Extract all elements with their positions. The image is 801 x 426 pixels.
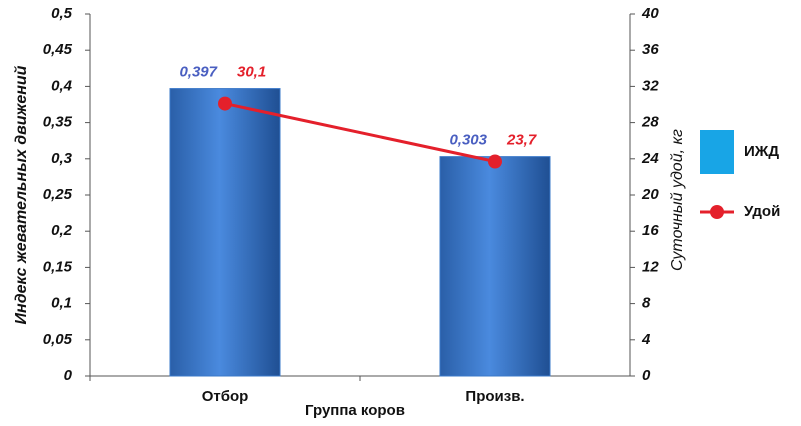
y2-tick-label: 32 (642, 77, 659, 94)
x-tick-label: Отбор (202, 388, 249, 405)
y-tick-label: 0,45 (43, 41, 73, 58)
y2-tick-label: 24 (641, 150, 659, 167)
y2-tick-label: 8 (642, 295, 651, 312)
line-marker (488, 154, 502, 169)
line-marker (218, 96, 232, 111)
bar (169, 88, 281, 377)
y2-tick-label: 28 (641, 114, 659, 131)
legend-swatch (710, 205, 724, 219)
y-axis-title: Индекс жевательных движений (13, 65, 30, 324)
legend-label: ИЖД (744, 143, 779, 160)
y-tick-label: 0,05 (43, 331, 73, 348)
bar-value-label: 0,303 (449, 132, 487, 149)
y-tick-label: 0,4 (51, 77, 73, 94)
line (224, 102, 496, 163)
bar-value-label: 0,397 (179, 64, 217, 81)
y2-tick-label: 4 (641, 331, 651, 348)
y-tick-label: 0,35 (43, 114, 73, 131)
y2-axis-title: Суточный удой, кг (669, 129, 686, 271)
y2-tick-label: 0 (642, 367, 651, 384)
y2-tick-label: 20 (641, 186, 659, 203)
y2-tick-label: 36 (642, 41, 659, 58)
y-tick-label: 0,3 (51, 150, 73, 167)
y2-tick-label: 16 (642, 222, 659, 239)
legend-swatch (700, 130, 734, 174)
legend-label: Удой (744, 203, 780, 220)
y2-tick-label: 40 (641, 5, 659, 22)
line-value-label: 30,1 (237, 64, 266, 81)
y-tick-label: 0,15 (43, 258, 73, 275)
y-tick-label: 0,5 (51, 5, 73, 22)
bar (439, 156, 551, 377)
x-axis-title: Группа коров (305, 402, 405, 419)
y-tick-label: 0 (64, 367, 73, 384)
y-tick-label: 0,25 (43, 186, 73, 203)
y-tick-label: 0,1 (51, 295, 72, 312)
line-value-label: 23,7 (506, 132, 537, 149)
y2-tick-label: 12 (642, 258, 659, 275)
x-tick-label: Произв. (465, 388, 524, 405)
y-tick-label: 0,2 (51, 222, 73, 239)
